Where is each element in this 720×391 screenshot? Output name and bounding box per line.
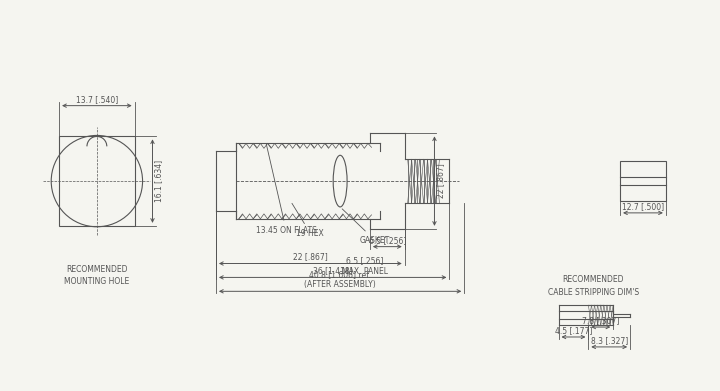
Text: 12.7 [.500]: 12.7 [.500] [622,202,664,211]
Bar [620,161,666,201]
Text: 40.8 [1.606] ref.
(AFTER ASSEMBLY): 40.8 [1.606] ref. (AFTER ASSEMBLY) [305,270,376,289]
Text: 13.45 ON FLATS: 13.45 ON FLATS [256,144,317,235]
Text: 4.5 [.177]: 4.5 [.177] [555,326,592,335]
Text: 22 [.867]: 22 [.867] [436,164,446,199]
Bar [59,136,135,226]
Text: GASKET: GASKET [342,209,390,245]
Text: 19 HEX: 19 HEX [292,203,324,238]
Text: 36 [1.418]: 36 [1.418] [313,266,353,275]
Text: RECOMMENDED
CABLE STRIPPING DIM'S: RECOMMENDED CABLE STRIPPING DIM'S [548,275,639,297]
Text: 13.7 [.540]: 13.7 [.540] [76,95,118,104]
Text: RECOMMENDED
MOUNTING HOLE: RECOMMENDED MOUNTING HOLE [64,264,130,286]
Text: 7.8 [.307]: 7.8 [.307] [582,316,619,325]
Text: 6.5 [.256]
MAX. PANEL: 6.5 [.256] MAX. PANEL [342,256,388,276]
Text: 6.5 [.256]: 6.5 [.256] [369,236,406,245]
Text: 16.1 [.634]: 16.1 [.634] [155,160,163,202]
Text: 8.3 [.327]: 8.3 [.327] [590,336,628,345]
Text: 22 [.867]: 22 [.867] [293,253,328,262]
